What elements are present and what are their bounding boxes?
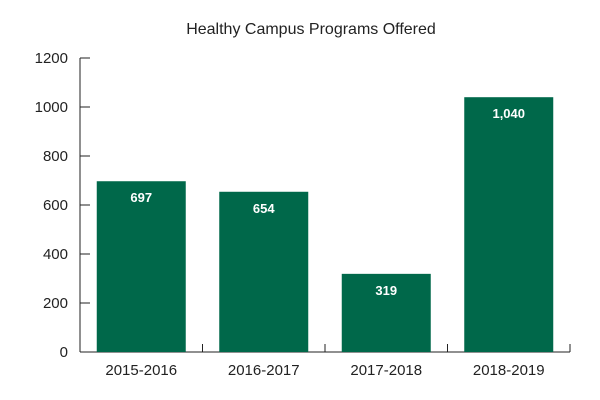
bar bbox=[96, 181, 186, 352]
data-label: 654 bbox=[253, 201, 275, 216]
bar bbox=[341, 273, 431, 352]
y-tick-label: 0 bbox=[60, 344, 68, 361]
y-axis: 0 200 400 600 800 1000 1200 bbox=[35, 50, 90, 361]
data-label: 1,040 bbox=[492, 106, 525, 121]
x-tick-label: 2016-2017 bbox=[228, 362, 300, 379]
bar bbox=[219, 191, 309, 352]
data-label: 319 bbox=[375, 283, 397, 298]
x-tick-label: 2017-2018 bbox=[350, 362, 422, 379]
x-axis: 2015-2016 2016-2017 2017-2018 2018-2019 bbox=[80, 344, 571, 379]
y-tick-label: 800 bbox=[43, 148, 68, 165]
y-tick-label: 600 bbox=[43, 197, 68, 214]
y-tick-label: 1000 bbox=[35, 99, 68, 116]
x-tick-label: 2018-2019 bbox=[473, 362, 545, 379]
y-tick-label: 400 bbox=[43, 246, 68, 263]
chart-title: Healthy Campus Programs Offered bbox=[186, 21, 436, 38]
y-tick-label: 1200 bbox=[35, 50, 68, 67]
bar bbox=[464, 97, 554, 352]
bar-series: 697 654 319 1,040 bbox=[96, 97, 554, 352]
y-tick-label: 200 bbox=[43, 295, 68, 312]
x-tick-label: 2015-2016 bbox=[105, 362, 177, 379]
data-label: 697 bbox=[130, 190, 152, 205]
